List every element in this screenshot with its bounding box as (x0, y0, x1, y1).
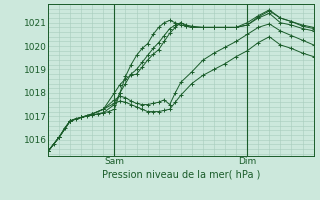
X-axis label: Pression niveau de la mer( hPa ): Pression niveau de la mer( hPa ) (102, 169, 260, 179)
